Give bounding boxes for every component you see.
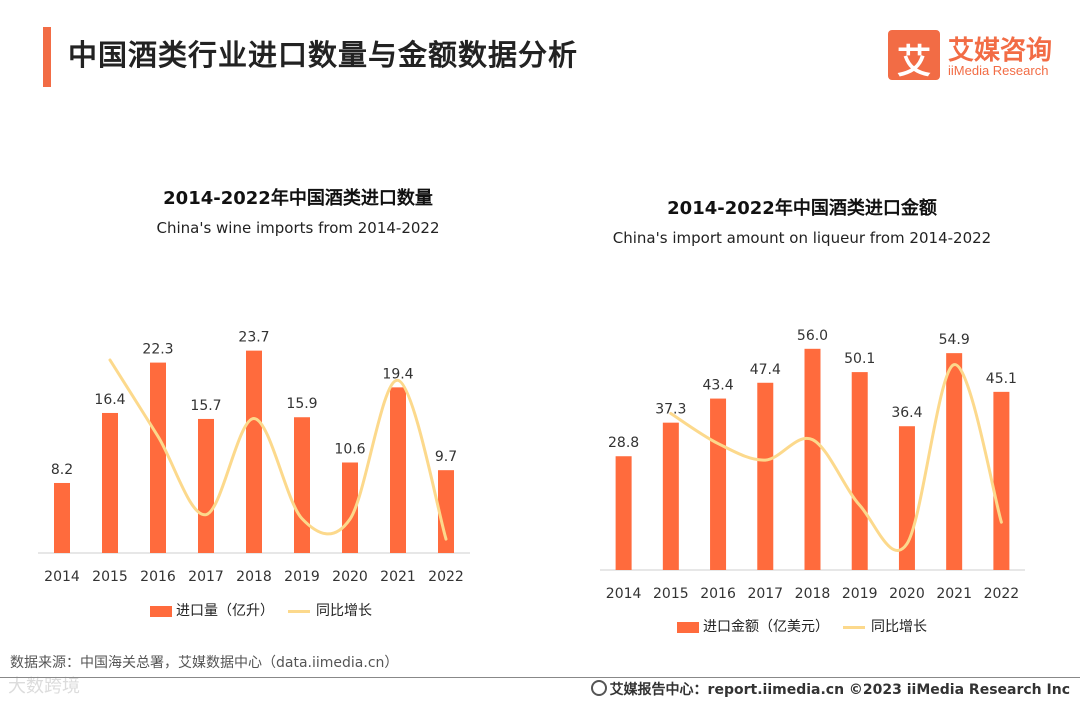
chart2-data-label: 36.4 (891, 405, 922, 421)
chart2-tick-label: 2020 (889, 586, 925, 602)
chart2-legend: 进口金额（亿美元） 同比增长 (677, 616, 927, 636)
chart2-tick-label: 2014 (606, 586, 642, 602)
footer-text: 艾媒报告中心：report.iimedia.cn ©2023 iiMedia R… (609, 682, 1070, 698)
chart1-tick-label: 2019 (284, 569, 320, 585)
chart2-data-label: 47.4 (750, 362, 781, 378)
chart1-bar (294, 417, 310, 553)
chart2-data-label: 45.1 (986, 371, 1017, 387)
chart2-bar (851, 372, 868, 570)
chart1-data-label: 8.2 (51, 462, 73, 478)
footer: 艾媒报告中心：report.iimedia.cn ©2023 iiMedia R… (590, 679, 1070, 699)
chart1-tick-label: 2014 (44, 569, 80, 585)
legend-line-swatch (843, 625, 865, 629)
chart1-data-label: 16.4 (94, 392, 125, 408)
chart2-tick-label: 2015 (653, 586, 689, 602)
chart2-bar (993, 391, 1010, 570)
chart1-data-label: 9.7 (435, 449, 457, 465)
chart1-bar (198, 418, 214, 553)
iimedia-logo: 艾 艾媒咨询 iiMedia Research (888, 30, 1060, 82)
chart2-data-label: 54.9 (939, 332, 970, 348)
chart1-data-label: 19.4 (382, 366, 413, 382)
chart2-bar (662, 422, 679, 570)
logo-en-text: iiMedia Research (948, 63, 1049, 78)
chart2-tick-label: 2019 (842, 586, 878, 602)
chart1-tick-label: 2016 (140, 569, 176, 585)
footer-divider (0, 677, 1080, 678)
chart1-bar (102, 412, 118, 553)
chart1-data-label: 22.3 (142, 342, 173, 358)
chart1-legend-line-label: 同比增长 (316, 603, 372, 619)
chart2-tick-label: 2017 (747, 586, 783, 602)
chart2-data-label: 43.4 (702, 378, 733, 394)
chart1-tick-label: 2021 (380, 569, 416, 585)
page-title: 中国酒类行业进口数量与金额数据分析 (68, 38, 579, 72)
chart2-bar (757, 382, 774, 570)
chart2-data-label: 50.1 (844, 351, 875, 367)
chart1-tick-label: 2018 (236, 569, 272, 585)
title-accent-bar (43, 27, 51, 87)
chart1-subtitle: China's wine imports from 2014-2022 (156, 219, 440, 237)
chart1-tick-label: 2022 (428, 569, 464, 585)
chart2-tick-label: 2016 (700, 586, 736, 602)
legend-line-swatch (288, 609, 310, 613)
logo-cn-text: 艾媒咨询 (948, 36, 1053, 66)
chart2-bar (710, 398, 727, 570)
chart2-title: 2014-2022年中国酒类进口金额 (667, 198, 937, 219)
chart2-data-label: 28.8 (608, 435, 639, 451)
chart1-tick-label: 2020 (332, 569, 368, 585)
chart2-legend-bar-label: 进口金额（亿美元） (703, 619, 829, 635)
globe-icon (590, 680, 607, 696)
chart1-legend-bar-label: 进口量（亿升） (176, 603, 274, 619)
data-source: 数据来源：中国海关总署，艾媒数据中心（data.iimedia.cn） (10, 655, 399, 671)
chart1-data-label: 10.6 (334, 441, 365, 457)
chart2-subtitle: China's import amount on liqueur from 20… (612, 229, 992, 247)
legend-bar-swatch (677, 621, 699, 633)
chart1-bar (438, 470, 454, 553)
chart2-bar (804, 348, 821, 570)
chart2-legend-line-label: 同比增长 (871, 619, 927, 635)
chart2-tick-label: 2021 (936, 586, 972, 602)
watermark: 大数跨境 (8, 676, 80, 697)
chart1-bar (390, 387, 406, 553)
chart2-data-label: 37.3 (655, 402, 686, 418)
chart1-data-label: 15.7 (190, 398, 221, 414)
chart1-bar (54, 482, 70, 553)
chart1-data-label: 15.9 (286, 396, 317, 412)
chart1-bar (246, 350, 262, 553)
chart1-legend: 进口量（亿升） 同比增长 (150, 600, 372, 620)
chart1-title: 2014-2022年中国酒类进口数量 (163, 188, 433, 209)
chart1-bar (150, 362, 166, 553)
chart2-bar (615, 456, 632, 570)
chart1-tick-label: 2017 (188, 569, 224, 585)
chart1-data-label: 23.7 (238, 330, 269, 346)
chart2-bar (946, 353, 963, 570)
logo-mark-text: 艾 (897, 42, 931, 82)
chart1-tick-label: 2015 (92, 569, 128, 585)
logo-mark: 艾 (888, 30, 940, 82)
chart2-growth-line (669, 363, 1003, 552)
chart2-tick-label: 2022 (984, 586, 1020, 602)
chart1-growth-line (108, 358, 448, 541)
legend-bar-swatch (150, 605, 172, 617)
chart1-bar (342, 462, 358, 553)
chart2-data-label: 56.0 (797, 328, 828, 344)
chart2-tick-label: 2018 (795, 586, 831, 602)
